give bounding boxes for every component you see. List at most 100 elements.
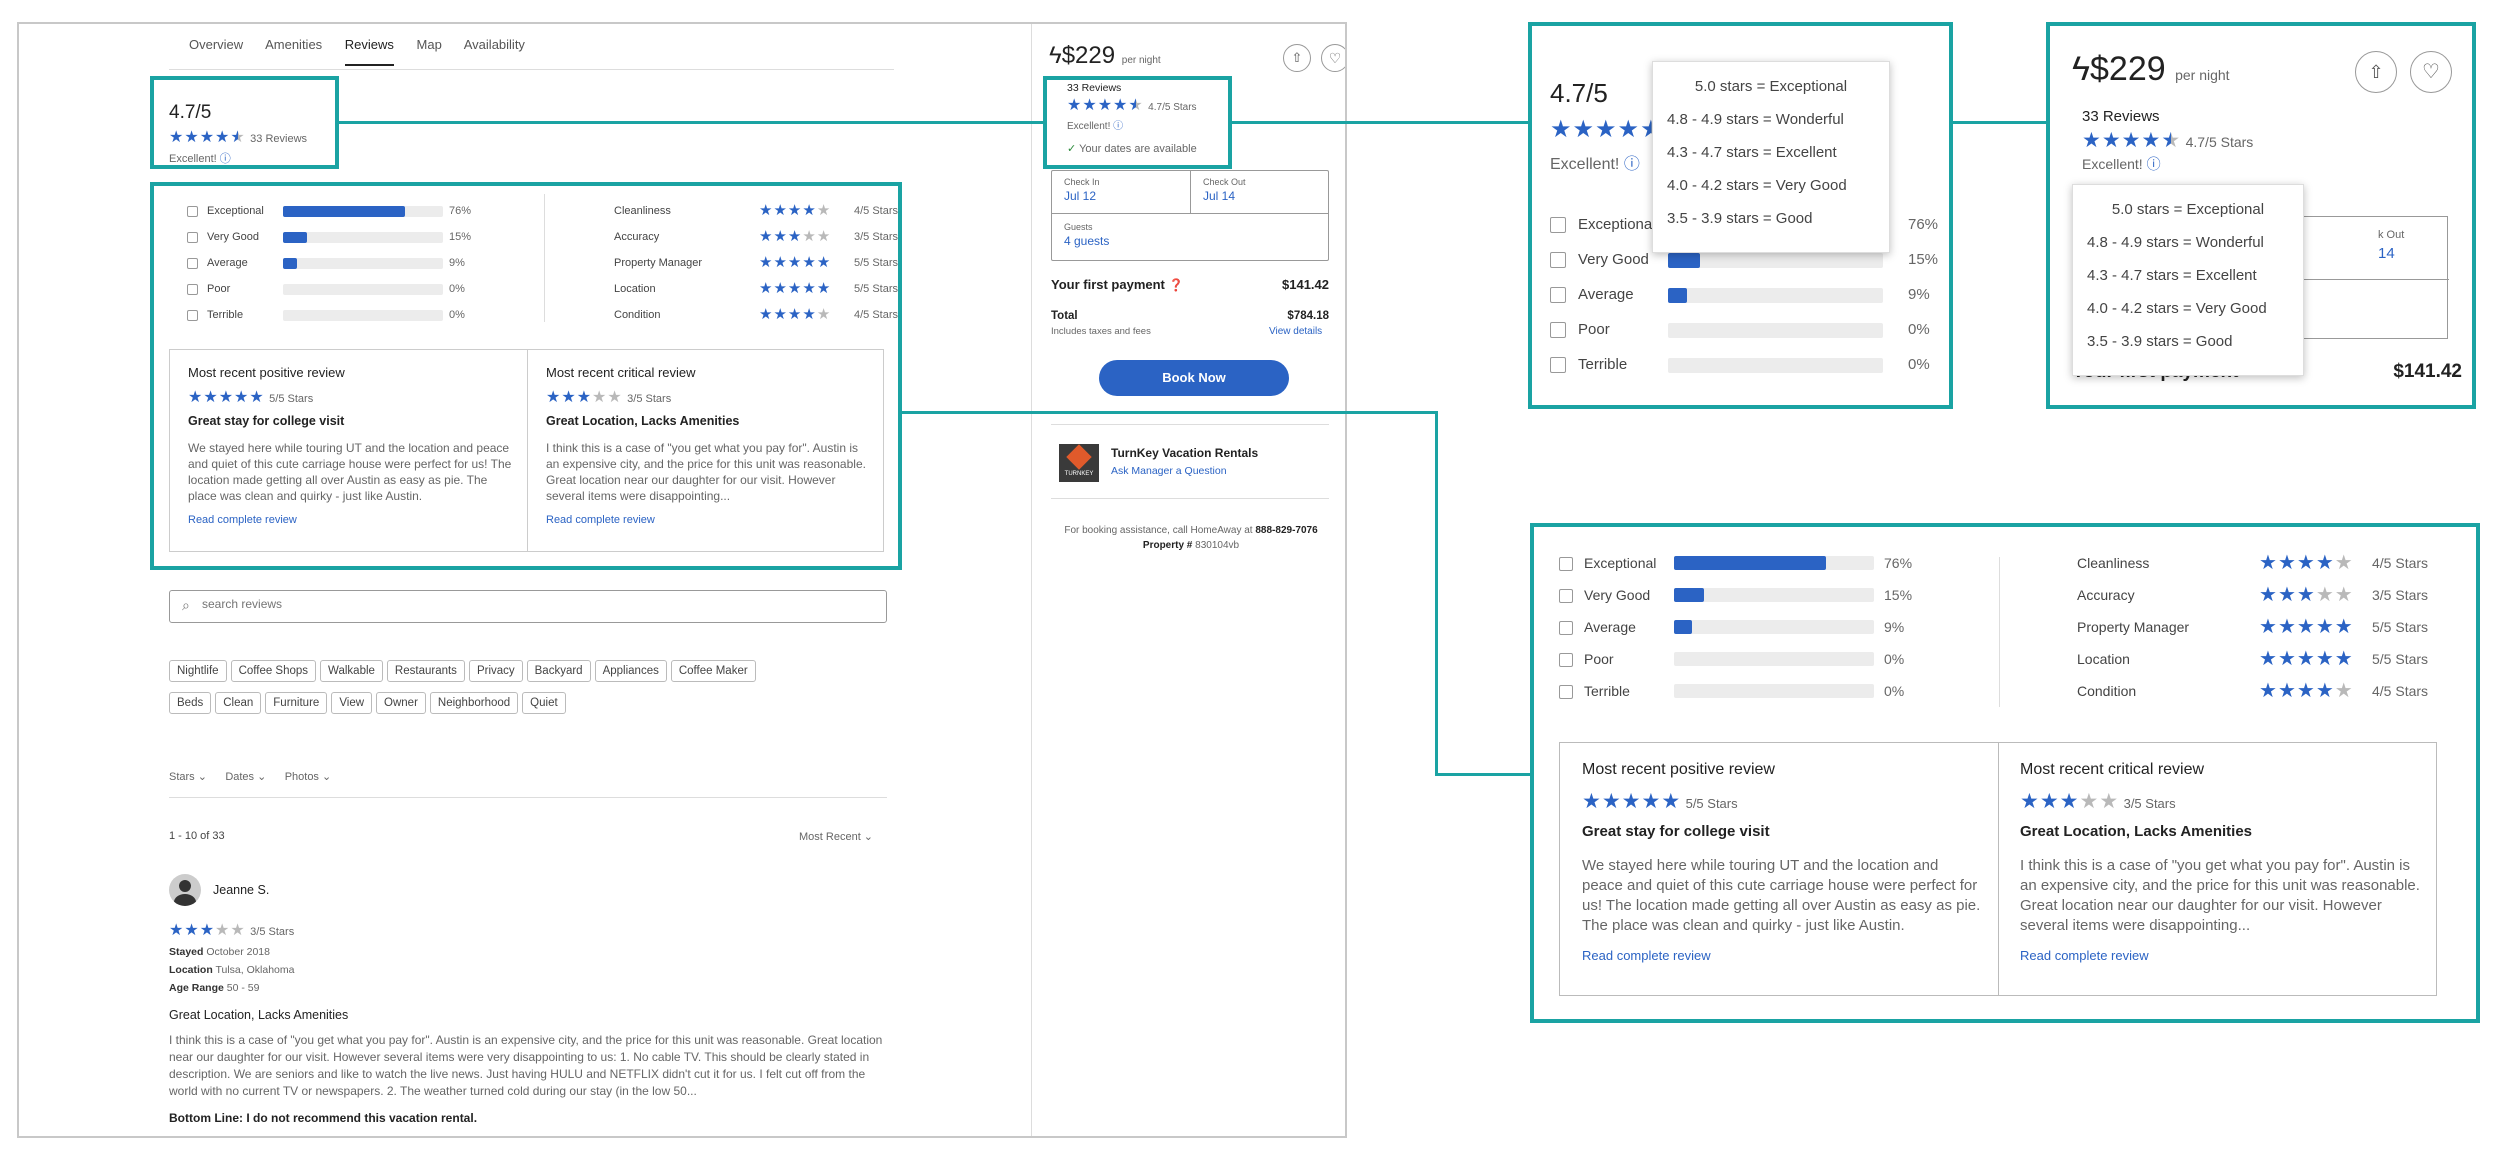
- positive-review: Most recent positive review ★★★★★ 5/5 St…: [188, 365, 513, 526]
- star-icon: ★: [1082, 97, 1098, 114]
- sort-dropdown[interactable]: Most Recent ⌄: [799, 831, 874, 843]
- tag-chip[interactable]: Walkable: [320, 660, 383, 682]
- info-icon[interactable]: ⓘ: [219, 153, 231, 165]
- tooltip-row: 4.3 - 4.7 stars = Excellent: [2087, 267, 2257, 284]
- search-box[interactable]: ⌕: [169, 590, 887, 623]
- tag-chip[interactable]: Beds: [169, 692, 212, 714]
- checkin-field[interactable]: Check In Jul 12: [1052, 171, 1191, 214]
- filter-checkbox[interactable]: [1559, 653, 1573, 668]
- filter-checkbox[interactable]: [1550, 217, 1566, 234]
- filter-checkbox[interactable]: [1550, 357, 1566, 374]
- star-icon: ★: [2079, 790, 2100, 813]
- breakdown-row: Poor 0%: [1550, 321, 1949, 341]
- star-icon: ★: [816, 306, 832, 323]
- star-icon: ★: [2315, 648, 2335, 670]
- star-icon: ★: [2259, 584, 2278, 606]
- tag-chip[interactable]: Restaurants: [386, 660, 465, 682]
- filter-checkbox[interactable]: [1559, 557, 1573, 572]
- star-icon: ★: [2334, 680, 2354, 702]
- filter-checkbox[interactable]: [187, 231, 198, 243]
- category-row: Accuracy ★★★★★ 3/5 Stars: [614, 228, 904, 245]
- filter-checkbox[interactable]: [187, 257, 198, 269]
- filter-dates[interactable]: Dates ⌄: [225, 771, 267, 783]
- heart-icon[interactable]: ♡: [1321, 44, 1345, 72]
- review-age: 50 - 59: [226, 982, 260, 994]
- tag-chip[interactable]: Nightlife: [169, 660, 227, 682]
- tag-chip[interactable]: View: [331, 692, 373, 714]
- tag-chip[interactable]: Neighborhood: [429, 692, 519, 714]
- breakdown-pct: 9%: [1908, 286, 1930, 303]
- price: $229: [1061, 42, 1116, 69]
- ask-manager-link[interactable]: Ask Manager a Question: [1111, 465, 1227, 477]
- view-details-link[interactable]: View details: [1269, 326, 1323, 337]
- star-icon: ★: [802, 306, 817, 323]
- filter-checkbox[interactable]: [1559, 685, 1573, 700]
- breakdown-pct: 9%: [1884, 619, 1905, 635]
- zoom-booking-stars: ★★★★★: [2082, 130, 2181, 151]
- star-icon: ★: [218, 389, 235, 406]
- tag-chip[interactable]: Appliances: [594, 660, 667, 682]
- guests-field[interactable]: Guests 4 guests: [1064, 222, 1110, 248]
- star-icon: ★: [759, 228, 774, 245]
- tag-chip[interactable]: Owner: [376, 692, 426, 714]
- review-title: Great Location, Lacks Amenities: [169, 1008, 349, 1022]
- star-icon: ★: [188, 389, 204, 406]
- tab-reviews[interactable]: Reviews: [344, 37, 394, 66]
- tag-chip[interactable]: Backyard: [526, 660, 591, 682]
- tooltip-row: 5.0 stars = Exceptional: [1694, 78, 1848, 95]
- star-icon: ★: [759, 306, 774, 323]
- read-critical-link[interactable]: Read complete review: [546, 514, 655, 526]
- share-icon[interactable]: ⇧: [1283, 44, 1311, 72]
- star-icon: ★: [2141, 129, 2162, 152]
- tab-amenities[interactable]: Amenities: [265, 37, 323, 52]
- breakdown-bar: [1674, 588, 1874, 602]
- booking-rating: 33 Reviews ★★★★★ 4.7/5 Stars Excellent! …: [1059, 78, 1246, 163]
- tag-chip[interactable]: Privacy: [468, 660, 523, 682]
- tab-availability[interactable]: Availability: [463, 37, 525, 52]
- read-positive-link[interactable]: Read complete review: [188, 514, 297, 526]
- tab-map[interactable]: Map: [416, 37, 442, 52]
- star-icon: ★: [773, 306, 788, 323]
- info-icon[interactable]: ❓: [1168, 278, 1184, 292]
- filter-checkbox[interactable]: [187, 205, 198, 217]
- read-positive-link[interactable]: Read complete review: [1582, 948, 1711, 963]
- search-icon: ⌕: [182, 597, 190, 613]
- breakdown-pct: 0%: [1884, 651, 1905, 667]
- category-stars-text: 5/5 Stars: [854, 283, 899, 295]
- breakdown-row: Exceptional 76%: [1559, 555, 1959, 573]
- filter-checkbox[interactable]: [187, 309, 198, 321]
- checkout-field[interactable]: Check Out Jul 14: [1191, 171, 1328, 214]
- share-icon[interactable]: ⇧: [2355, 51, 2397, 93]
- filter-stars[interactable]: Stars ⌄: [169, 771, 207, 783]
- category-row: Property Manager ★★★★★ 5/5 Stars: [614, 254, 904, 271]
- info-icon[interactable]: ⓘ: [1113, 121, 1124, 132]
- tag-chip[interactable]: Furniture: [265, 692, 328, 714]
- filter-checkbox[interactable]: [1559, 589, 1573, 604]
- filter-checkbox[interactable]: [1550, 322, 1566, 339]
- category-stars-text: 3/5 Stars: [2372, 587, 2429, 603]
- filter-checkbox[interactable]: [187, 283, 198, 295]
- tag-chip[interactable]: Coffee Maker: [670, 660, 756, 682]
- book-now-button[interactable]: Book Now: [1099, 360, 1289, 396]
- filter-photos[interactable]: Photos ⌄: [284, 771, 332, 783]
- heart-icon[interactable]: ♡: [2410, 51, 2452, 93]
- filter-checkbox[interactable]: [1559, 621, 1573, 636]
- breakdown-bar: [1668, 253, 1883, 268]
- filter-checkbox[interactable]: [1550, 252, 1566, 269]
- info-icon[interactable]: ⓘ: [2146, 156, 2161, 172]
- breakdown-pct: 9%: [449, 257, 465, 269]
- star-icon: ★: [2334, 552, 2354, 574]
- filter-checkbox[interactable]: [1550, 287, 1566, 304]
- callout-booking-rating: [1043, 76, 1232, 169]
- positive-stars: ★★★★★: [188, 389, 265, 406]
- rating-tooltip: 5.0 stars = Exceptional 4.8 - 4.9 stars =…: [1652, 61, 1890, 253]
- star-icon: ★: [773, 254, 788, 271]
- search-input[interactable]: [202, 597, 862, 611]
- tag-chip[interactable]: Quiet: [522, 692, 566, 714]
- tag-chip[interactable]: Coffee Shops: [230, 660, 317, 682]
- tag-chip[interactable]: Clean: [215, 692, 262, 714]
- read-critical-link[interactable]: Read complete review: [2020, 948, 2149, 963]
- breakdown-bar: [1674, 684, 1874, 698]
- info-icon[interactable]: ⓘ: [1623, 156, 1640, 173]
- tab-overview[interactable]: Overview: [189, 37, 244, 52]
